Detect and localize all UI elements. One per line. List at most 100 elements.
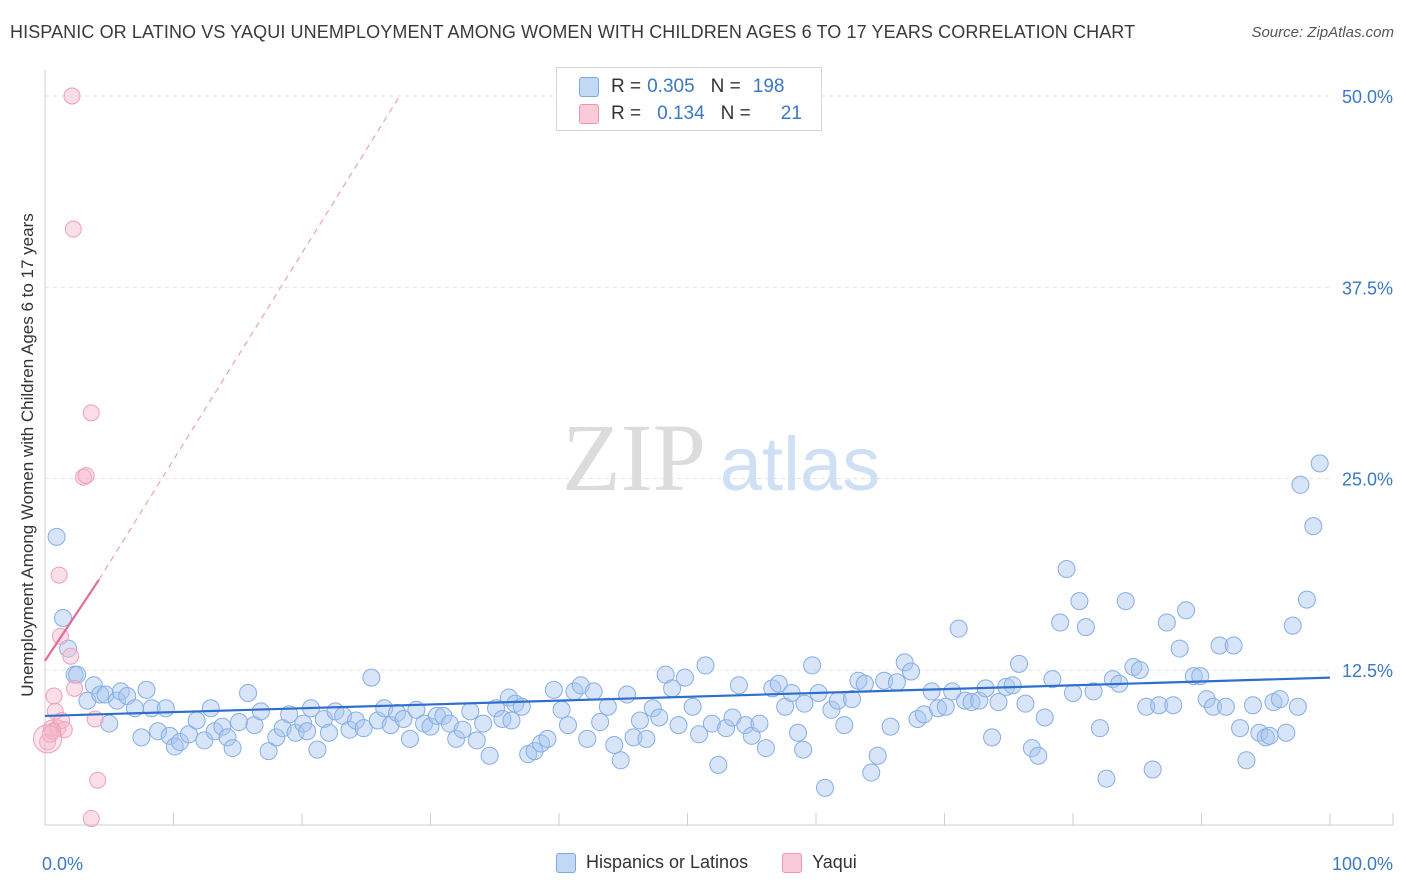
hispanic-point xyxy=(149,722,168,741)
trend-lines xyxy=(44,95,1331,718)
hispanic-point xyxy=(467,731,486,750)
hispanic-point xyxy=(1137,697,1156,716)
hispanic-point xyxy=(669,716,688,735)
legend-r-label: R = xyxy=(611,103,642,124)
series-legend: Hispanics or Latinos Yaqui xyxy=(556,852,891,873)
hispanic-point xyxy=(1150,696,1169,715)
hispanic-point xyxy=(630,711,649,730)
hispanic-point xyxy=(213,717,232,736)
hispanic-point xyxy=(1277,723,1296,742)
hispanic-point xyxy=(179,725,198,744)
hispanic-point xyxy=(218,728,237,747)
hispanic-point xyxy=(137,680,156,699)
hispanic-point xyxy=(230,713,249,732)
legend-swatch-pink xyxy=(782,852,803,873)
yaqui-point xyxy=(62,647,80,665)
legend-r-value: 0.305 xyxy=(647,76,695,97)
yaqui-point xyxy=(75,468,93,486)
hispanic-point xyxy=(1043,670,1062,689)
hispanic-point xyxy=(156,699,175,718)
legend-item-label: Yaqui xyxy=(812,852,857,872)
hispanic-point xyxy=(346,711,365,730)
hispanic-point xyxy=(756,739,775,758)
yaqui-point xyxy=(66,679,84,697)
legend-r-label: R = xyxy=(611,76,642,97)
hispanic-point xyxy=(862,763,881,782)
source-label: Source: ZipAtlas.com xyxy=(1251,24,1394,41)
legend-row-hispanic: R = 0.305 N = 198 xyxy=(579,75,784,99)
hispanic-point xyxy=(822,700,841,719)
yaqui-point xyxy=(64,220,82,238)
hispanic-point xyxy=(319,723,338,742)
hispanic-point xyxy=(201,699,220,718)
yaqui-point xyxy=(49,719,67,737)
yaqui-point xyxy=(44,722,62,740)
hispanic-point xyxy=(1283,616,1302,635)
hispanic-point xyxy=(400,729,419,748)
hispanic-point xyxy=(453,720,472,739)
hispanic-point xyxy=(855,674,874,693)
hispanic-point xyxy=(1216,697,1235,716)
hispanic-point xyxy=(611,751,630,770)
hispanic-point xyxy=(578,729,597,748)
hispanic-point xyxy=(239,683,258,702)
yaqui-trend-line xyxy=(44,579,100,662)
hispanic-point xyxy=(709,755,728,774)
hispanic-point xyxy=(794,740,813,759)
hispanic-point xyxy=(936,697,955,716)
hispanic-point xyxy=(474,714,493,733)
yaqui-point xyxy=(33,724,63,754)
hispanic-point xyxy=(1224,636,1243,655)
hispanic-point xyxy=(908,709,927,728)
hispanic-point xyxy=(1177,601,1196,620)
hispanic-point xyxy=(1204,697,1223,716)
hispanic-point xyxy=(643,699,662,718)
hispanic-point xyxy=(895,653,914,672)
legend-item-yaqui[interactable]: Yaqui xyxy=(782,852,857,873)
legend-n-value: 21 xyxy=(780,103,802,124)
hispanic-point xyxy=(286,723,305,742)
hispanic-point xyxy=(91,685,110,704)
hispanic-point xyxy=(887,673,906,692)
hispanic-point xyxy=(525,742,544,761)
hispanic-point xyxy=(618,685,637,704)
hispanic-point xyxy=(750,714,769,733)
hispanic-point xyxy=(1184,667,1203,686)
hispanic-point xyxy=(1022,739,1041,758)
hispanic-point xyxy=(983,728,1002,747)
hispanic-point xyxy=(1076,618,1095,637)
hispanic-point xyxy=(223,739,242,758)
hispanic-point xyxy=(53,608,72,627)
hispanic-point xyxy=(1231,719,1250,738)
hispanic-point xyxy=(544,680,563,699)
hispanic-point xyxy=(1243,696,1262,715)
yaqui-trend-extension xyxy=(98,95,401,581)
hispanic-point xyxy=(1260,726,1279,745)
hispanic-point xyxy=(1270,690,1289,709)
hispanic-point xyxy=(650,708,669,727)
hispanic-point xyxy=(111,682,130,701)
hispanic-point xyxy=(875,671,894,690)
hispanic-point xyxy=(881,717,900,736)
hispanic-point xyxy=(251,702,270,721)
yaqui-point xyxy=(45,687,63,705)
correlation-legend: R = 0.305 N = 198 R = 0.134 N = 21 xyxy=(556,67,822,131)
yaqui-point xyxy=(77,467,95,485)
hispanic-point xyxy=(736,716,755,735)
hispanic-point xyxy=(1310,454,1329,473)
hispanic-point xyxy=(815,778,834,797)
hispanic-point xyxy=(956,691,975,710)
legend-r-value: 0.134 xyxy=(657,103,705,124)
hispanic-point xyxy=(538,729,557,748)
hispanic-point xyxy=(1070,592,1089,611)
hispanic-point xyxy=(502,711,521,730)
hispanic-point xyxy=(1051,613,1070,632)
hispanic-trend-line xyxy=(44,676,1331,718)
hispanic-point xyxy=(1170,639,1189,658)
legend-swatch-blue xyxy=(579,77,599,97)
hispanic-point xyxy=(598,697,617,716)
legend-item-hispanics[interactable]: Hispanics or Latinos xyxy=(556,852,748,873)
hispanic-point xyxy=(1090,719,1109,738)
hispanic-point xyxy=(487,699,506,718)
hispanic-point xyxy=(1084,682,1103,701)
